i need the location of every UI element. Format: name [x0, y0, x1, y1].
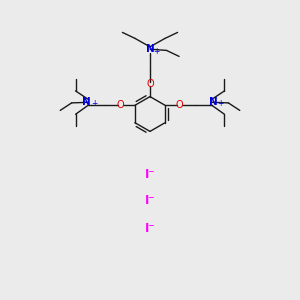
Text: O: O [176, 100, 183, 110]
Text: N: N [146, 44, 154, 54]
Text: +: + [153, 47, 160, 56]
Text: I⁻: I⁻ [145, 221, 155, 235]
Text: +: + [92, 99, 98, 108]
Text: I⁻: I⁻ [145, 167, 155, 181]
Text: O: O [117, 100, 124, 110]
Text: O: O [146, 79, 154, 89]
Text: N: N [209, 97, 218, 107]
Text: +: + [218, 99, 224, 108]
Text: N: N [82, 97, 91, 107]
Text: I⁻: I⁻ [145, 194, 155, 208]
